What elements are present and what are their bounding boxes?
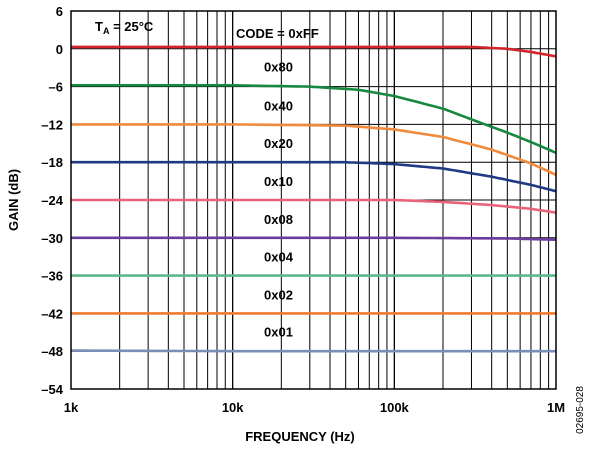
series-line-0x20 <box>71 160 557 193</box>
temperature-annotation: TA = 25°C <box>95 19 154 36</box>
y-tick-label: –6 <box>49 80 63 95</box>
series-label-0x80: 0x80 <box>264 59 293 74</box>
series-label-0x01: 0x01 <box>264 325 293 340</box>
code-value: 0xFF <box>288 26 318 41</box>
y-tick-label: –36 <box>41 269 63 284</box>
y-tick-label: –42 <box>41 306 63 321</box>
y-axis-label: GAIN (dB) <box>6 169 21 231</box>
series-label-0xff: CODE = 0xFF <box>236 26 319 41</box>
series-line-0xff <box>71 45 557 58</box>
series-line-0x01 <box>71 349 556 353</box>
y-tick-label: –24 <box>41 193 63 208</box>
y-tick-label: 0 <box>56 42 63 57</box>
figure-id: 02695-028 <box>575 386 586 434</box>
x-axis-label: FREQUENCY (Hz) <box>245 429 355 444</box>
series-line-0x40 <box>71 123 557 176</box>
x-tick-label: 1k <box>64 400 79 415</box>
code-prefix: CODE = <box>236 26 288 41</box>
series-line-0x80 <box>71 84 557 154</box>
series-label-0x02: 0x02 <box>264 287 293 302</box>
labels: CODE = 0xFF 0x80 0x40 0x20 0x10 0x08 0x04 0x02 0… <box>236 26 319 340</box>
series-label-0x40: 0x40 <box>264 98 293 113</box>
series-label-0x10: 0x10 <box>264 174 293 189</box>
y-tick-label: 6 <box>56 4 63 19</box>
series-label-0x20: 0x20 <box>264 136 293 151</box>
x-tick-label: 1M <box>547 400 565 415</box>
temperature-symbol: T <box>95 19 103 34</box>
series-label-0x04: 0x04 <box>264 250 294 265</box>
y-tick-label: –30 <box>41 231 63 246</box>
x-tick-label: 10k <box>222 400 244 415</box>
x-tick-label: 100k <box>380 400 410 415</box>
y-tick-label: –54 <box>41 382 63 397</box>
y-tick-label: –12 <box>41 117 63 132</box>
series-line-0x08 <box>71 236 557 241</box>
y-tick-label: –18 <box>41 155 63 170</box>
temperature-subscript: A <box>103 26 110 36</box>
y-tick-label: –48 <box>41 344 63 359</box>
temperature-value: = 25°C <box>109 19 153 34</box>
series-lines <box>71 45 557 353</box>
plot-frame <box>70 10 557 390</box>
series-line-0x10 <box>71 198 557 214</box>
ticks: 1k 10k 100k 1M 6 0 –6 –12 –18 –24 –30 –36 –42 –48 –54 <box>41 4 565 415</box>
series-label-0x08: 0x08 <box>264 212 293 227</box>
